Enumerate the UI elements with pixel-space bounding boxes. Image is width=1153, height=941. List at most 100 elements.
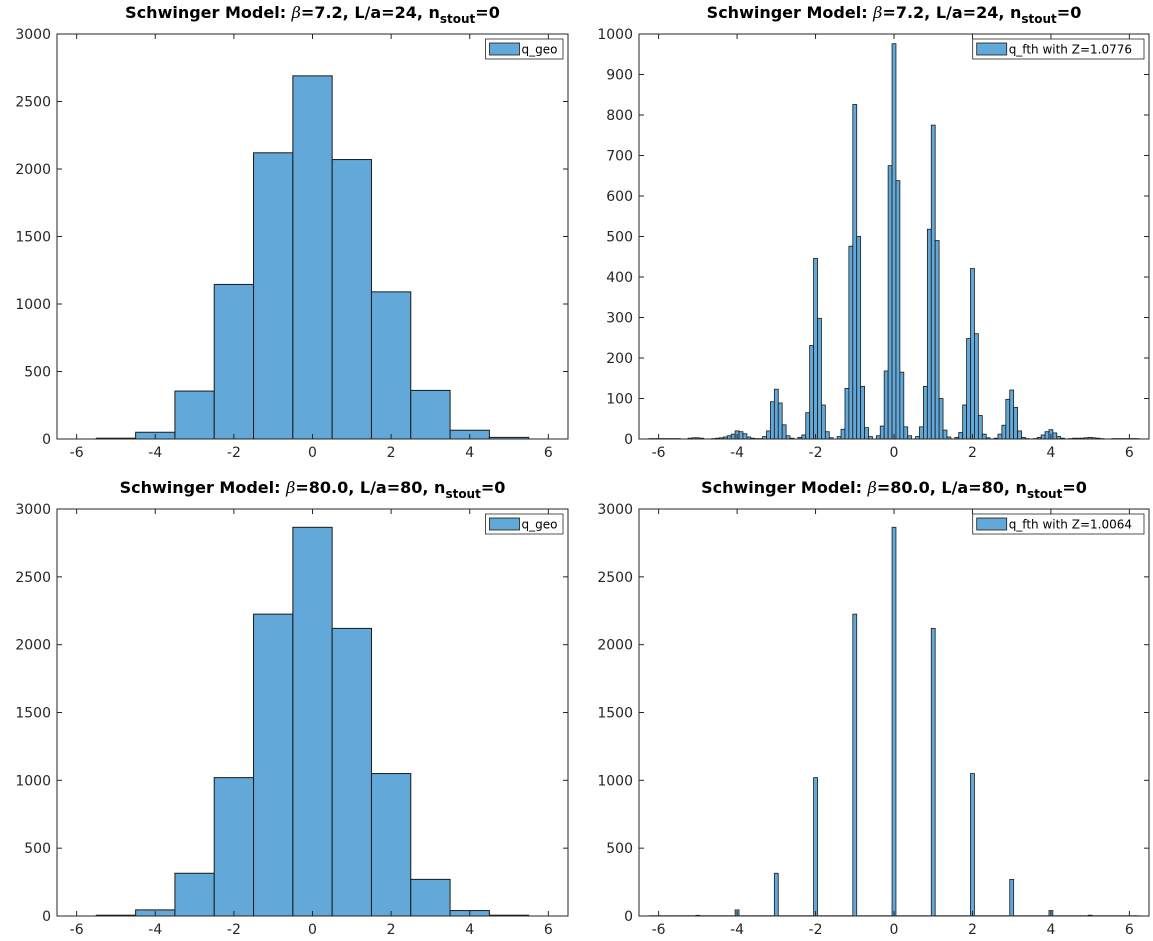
histogram-bar: [856, 236, 862, 440]
y-tick-label: 0: [624, 432, 633, 448]
histogram-bar: [879, 425, 885, 440]
histogram-bar: [331, 627, 372, 917]
bars: [95, 75, 530, 440]
y-tick-label: 500: [24, 365, 51, 381]
x-tick-label: 0: [890, 445, 899, 461]
chart-title: Schwinger Model: β=80.0, L/a=80, nstout=…: [120, 478, 506, 501]
histogram-bar: [766, 430, 771, 440]
legend-box: [972, 513, 1145, 535]
histogram-bar: [817, 317, 822, 440]
histogram-bar: [860, 385, 865, 440]
y-tick-label: 3000: [597, 502, 633, 518]
y-tick-label: 800: [606, 108, 633, 124]
histogram-bar: [410, 389, 451, 440]
y-tick-label: 600: [606, 189, 633, 205]
histogram-bar: [840, 428, 846, 440]
y-tick-label: 0: [42, 432, 51, 448]
histogram-bar: [919, 426, 924, 440]
histogram-bottom-right: Schwinger Model: β=80.0, L/a=80, nstout=…: [597, 478, 1150, 938]
x-tick-label: -2: [227, 445, 241, 461]
x-tick-label: -6: [652, 922, 666, 938]
histogram-bottom-left: Schwinger Model: β=80.0, L/a=80, nstout=…: [15, 478, 569, 938]
x-tick-label: -2: [809, 445, 823, 461]
histogram-bar: [292, 75, 333, 440]
legend: q_fth with Z=1.0064: [972, 513, 1145, 535]
legend-swatch: [489, 517, 520, 531]
histogram-bar: [974, 333, 979, 440]
x-tick-label: 2: [968, 922, 977, 938]
histogram-bar: [887, 165, 893, 440]
histogram-bar: [899, 371, 905, 440]
histogram-bar: [253, 613, 294, 917]
histogram-bar: [923, 385, 928, 440]
histogram-bar: [1052, 432, 1058, 440]
histogram-bar: [730, 433, 736, 440]
x-tick-label: 0: [890, 922, 899, 938]
x-tick-label: -2: [809, 922, 823, 938]
histogram-bar: [852, 613, 858, 917]
x-tick-label: 4: [1046, 922, 1055, 938]
x-tick-label: -4: [730, 922, 744, 938]
y-tick-label: 400: [606, 270, 633, 286]
y-tick-label: 300: [606, 311, 633, 327]
x-tick-label: 0: [308, 445, 317, 461]
x-tick-label: 6: [1125, 445, 1134, 461]
histogram-bar: [891, 526, 897, 917]
y-tick-label: 1500: [597, 706, 633, 722]
chart-title: Schwinger Model: β=7.2, L/a=24, nstout=0: [125, 3, 500, 26]
histogram-bar: [848, 245, 854, 440]
y-tick-label: 900: [606, 68, 633, 84]
x-tick-label: -4: [730, 445, 744, 461]
histogram-bar: [331, 159, 372, 440]
histogram-bar: [958, 432, 964, 440]
histogram-bar: [891, 43, 897, 440]
legend-box: [972, 38, 1145, 60]
histogram-bar: [895, 180, 901, 440]
histogram-bar: [801, 434, 807, 440]
histogram-bar: [809, 345, 814, 440]
y-tick-label: 0: [42, 909, 51, 925]
y-tick-label: 1500: [15, 230, 51, 246]
chart-title: Schwinger Model: β=7.2, L/a=24, nstout=0: [707, 3, 1082, 26]
y-tick-label: 200: [606, 351, 633, 367]
histogram-bar: [781, 424, 787, 440]
x-tick-label: -2: [227, 922, 241, 938]
x-tick-label: -4: [148, 445, 162, 461]
histogram-bar: [213, 777, 255, 917]
legend-label: q_fth with Z=1.0776: [1009, 43, 1132, 57]
histogram-bar: [805, 412, 811, 440]
legend: q_geo: [485, 513, 564, 535]
histogram-bar: [742, 433, 748, 440]
histogram-bar: [813, 777, 818, 917]
histogram-bar: [770, 401, 775, 440]
legend-label: q_geo: [522, 43, 558, 57]
histogram-bar: [1040, 434, 1046, 440]
y-tick-label: 100: [606, 392, 633, 408]
histogram-bar: [773, 388, 779, 440]
histogram-bar: [1013, 407, 1018, 440]
histogram-bar: [821, 404, 826, 440]
x-tick-label: 4: [465, 445, 474, 461]
y-tick-label: 1000: [597, 773, 633, 789]
histogram-bar: [942, 429, 948, 440]
y-tick-label: 2000: [15, 162, 51, 178]
x-tick-label: 2: [968, 445, 977, 461]
histogram-bar: [174, 872, 215, 917]
histogram-bar: [1044, 431, 1050, 440]
histogram-bar: [883, 370, 889, 440]
y-tick-label: 500: [606, 841, 633, 857]
histogram-bar: [213, 283, 255, 440]
x-tick-label: -4: [148, 922, 162, 938]
histogram-bar: [253, 152, 294, 440]
histogram-bar: [1009, 389, 1015, 440]
x-tick-label: -6: [70, 922, 84, 938]
y-tick-label: 1000: [15, 297, 51, 313]
histogram-bar: [934, 240, 940, 440]
histogram-bar: [1009, 878, 1015, 917]
histogram-bar: [970, 268, 975, 440]
histogram-bar: [174, 390, 215, 440]
histogram-bar: [864, 427, 869, 440]
y-tick-label: 3000: [15, 502, 51, 518]
histogram-bar: [1001, 424, 1007, 440]
y-tick-label: 1000: [15, 773, 51, 789]
